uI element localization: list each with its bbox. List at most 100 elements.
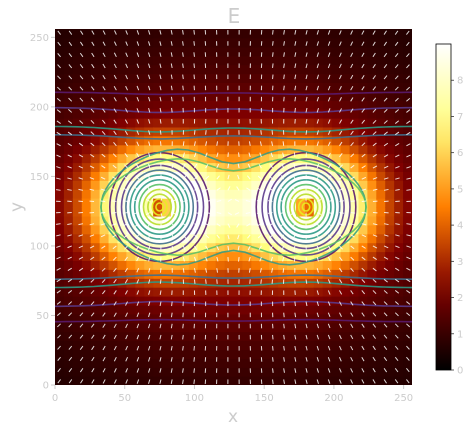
heatmap-cell bbox=[332, 38, 342, 48]
heatmap-cell bbox=[135, 287, 145, 297]
heatmap-cell bbox=[269, 100, 279, 110]
heatmap-cell bbox=[323, 136, 333, 146]
heatmap-cell bbox=[278, 349, 288, 359]
heatmap-cell bbox=[332, 269, 342, 279]
heatmap-cell bbox=[171, 82, 181, 92]
heatmap-cell bbox=[126, 29, 136, 39]
heatmap-cell bbox=[135, 136, 145, 146]
heatmap-cell bbox=[278, 118, 288, 128]
heatmap-cell bbox=[91, 47, 101, 57]
heatmap-cell bbox=[341, 82, 351, 92]
heatmap-cell bbox=[242, 145, 252, 155]
colorbar-ticks: 012345678 bbox=[451, 76, 463, 377]
heatmap-cell bbox=[73, 171, 83, 181]
heatmap-cell bbox=[314, 305, 324, 315]
heatmap-cell bbox=[91, 74, 101, 84]
heatmap-cell bbox=[82, 358, 92, 368]
heatmap-cell bbox=[234, 358, 244, 368]
heatmap-cell bbox=[162, 109, 172, 119]
heatmap-cell bbox=[189, 91, 199, 101]
x-tick-label: 0 bbox=[52, 393, 58, 404]
heatmap-cell bbox=[394, 225, 404, 235]
heatmap-cell bbox=[55, 358, 65, 368]
heatmap-cell bbox=[323, 323, 333, 333]
heatmap-cell bbox=[180, 65, 190, 75]
heatmap-cell bbox=[135, 367, 145, 377]
heatmap-cell bbox=[234, 376, 244, 386]
heatmap-cell bbox=[323, 314, 333, 324]
heatmap-cell bbox=[82, 109, 92, 119]
heatmap-cell bbox=[144, 349, 154, 359]
heatmap-cell bbox=[82, 332, 92, 342]
heatmap-cell bbox=[367, 38, 377, 48]
heatmap-cell bbox=[323, 65, 333, 75]
heatmap-cell bbox=[332, 91, 342, 101]
colorbar-tick-label: 0 bbox=[457, 366, 463, 377]
heatmap-cell bbox=[269, 332, 279, 342]
heatmap-cell bbox=[109, 287, 119, 297]
heatmap-cell bbox=[180, 296, 190, 306]
heatmap-cell bbox=[269, 341, 279, 351]
heatmap-cell bbox=[171, 332, 181, 342]
vector-arrow bbox=[273, 63, 274, 67]
heatmap-cell bbox=[296, 341, 306, 351]
heatmap-cell bbox=[341, 56, 351, 65]
vector-arrow bbox=[160, 268, 161, 272]
heatmap-cell bbox=[126, 127, 136, 136]
heatmap-cell bbox=[242, 198, 252, 208]
heatmap-cell bbox=[135, 56, 145, 65]
heatmap-cell bbox=[358, 349, 368, 359]
vector-arrow bbox=[183, 335, 184, 339]
vector-arrow bbox=[295, 313, 296, 317]
heatmap-cell bbox=[55, 154, 65, 164]
heatmap-cell bbox=[91, 65, 101, 75]
vector-arrow bbox=[172, 302, 173, 306]
heatmap-cell bbox=[82, 154, 92, 164]
heatmap-cell bbox=[403, 29, 413, 39]
heatmap-cell bbox=[323, 305, 333, 315]
heatmap-cell bbox=[323, 287, 333, 297]
heatmap-cell bbox=[296, 109, 306, 119]
heatmap-cell bbox=[314, 109, 324, 119]
heatmap-cell bbox=[153, 91, 163, 101]
vector-arrow bbox=[194, 130, 195, 134]
heatmap-cell bbox=[126, 118, 136, 128]
vector-arrow bbox=[206, 130, 207, 134]
heatmap-cell bbox=[242, 136, 252, 146]
heatmap-cell bbox=[162, 91, 172, 101]
heatmap-cell bbox=[180, 314, 190, 324]
heatmap-cell bbox=[207, 145, 217, 155]
heatmap-cell bbox=[55, 198, 65, 208]
heatmap-cell bbox=[367, 207, 377, 217]
heatmap-cell bbox=[367, 287, 377, 297]
vector-arrow bbox=[194, 368, 195, 372]
heatmap-cell bbox=[358, 376, 368, 386]
heatmap-cell bbox=[358, 118, 368, 128]
heatmap-cell bbox=[64, 260, 74, 270]
heatmap-cell bbox=[296, 314, 306, 324]
heatmap-cell bbox=[341, 47, 351, 57]
heatmap-cell bbox=[109, 56, 119, 65]
heatmap-cell bbox=[350, 82, 360, 92]
heatmap-cell bbox=[82, 82, 92, 92]
heatmap-cell bbox=[100, 314, 110, 324]
heatmap-cell bbox=[82, 118, 92, 128]
heatmap-cell bbox=[135, 74, 145, 84]
heatmap-cell bbox=[91, 180, 101, 190]
heatmap-cell bbox=[198, 38, 208, 48]
heatmap-cell bbox=[385, 189, 395, 199]
heatmap-cell bbox=[73, 207, 83, 217]
heatmap-cell bbox=[225, 305, 235, 315]
heatmap-cell bbox=[126, 145, 136, 155]
vector-arrow bbox=[306, 141, 307, 145]
heatmap-cell bbox=[367, 349, 377, 359]
heatmap-cell bbox=[367, 260, 377, 270]
heatmap-cell bbox=[350, 243, 360, 253]
vector-arrow bbox=[351, 201, 355, 202]
heatmap-cell bbox=[180, 323, 190, 333]
heatmap-cell bbox=[162, 118, 172, 128]
heatmap-cell bbox=[82, 252, 92, 262]
heatmap-cell bbox=[153, 47, 163, 57]
heatmap-cell bbox=[367, 225, 377, 235]
